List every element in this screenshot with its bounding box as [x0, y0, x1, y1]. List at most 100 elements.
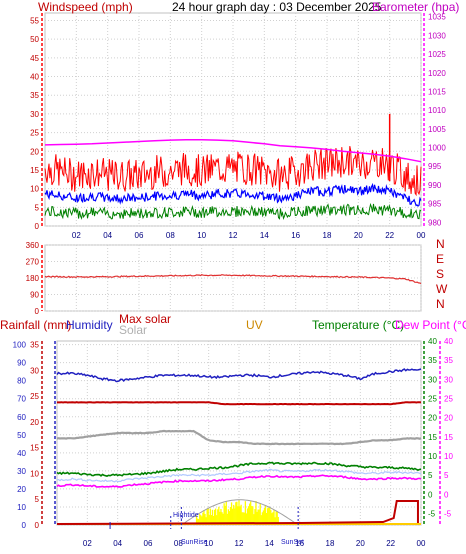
dewpoint-y-tick: 25 [444, 395, 453, 404]
baro-y-tick: 985 [428, 200, 442, 209]
rain-y-tick: 20 [30, 418, 39, 427]
avg-wind-line [44, 182, 422, 207]
humidity-y-tick: 100 [13, 341, 27, 350]
wind-x-tick: 04 [103, 231, 112, 240]
rain-y-tick: 5 [35, 495, 40, 504]
humidity-line [56, 368, 422, 383]
hightide-annotation: Hightide [173, 512, 199, 519]
legend-uv: UV [246, 318, 263, 332]
temp-y-tick: 25 [428, 395, 437, 404]
dewpoint-y-tick: 10 [444, 452, 453, 461]
wind-y-tick: 0 [35, 222, 40, 231]
max-solar-line [57, 401, 422, 406]
temperature-line [56, 461, 422, 477]
climate-x-tick: 06 [144, 539, 153, 548]
legend-max-solar: Max solar [119, 312, 171, 326]
legend-dew-point: Dew Point (°C) [395, 318, 466, 332]
dewpoint-line [56, 474, 422, 488]
baro-y-tick: 1010 [428, 106, 446, 115]
compass-label: N [436, 297, 445, 311]
wind-x-tick: 18 [323, 231, 332, 240]
baro-y-tick: 1005 [428, 125, 446, 134]
wind-x-tick: 20 [354, 231, 363, 240]
humidity-y-tick: 60 [17, 413, 26, 422]
legend-humidity: Humidity [66, 318, 113, 332]
wind-x-tick: 16 [291, 231, 300, 240]
climate-x-tick: 02 [83, 539, 92, 548]
dewpoint-y-tick: 20 [444, 414, 453, 423]
climate-x-tick: 20 [356, 539, 365, 548]
direction-y-ticks: 0 90 180 270 360 [26, 241, 40, 316]
direction-y-tick: 0 [35, 307, 40, 316]
compass-label: S [436, 267, 444, 281]
temp-y-tick: 20 [428, 414, 437, 423]
baro-y-tick: 1000 [428, 144, 446, 153]
humidity-y-tick: 80 [17, 377, 26, 386]
climate-x-tick: 08 [174, 539, 183, 548]
wind-y-tick: 55 [30, 16, 39, 25]
direction-line [44, 274, 422, 285]
wind-x-tick: 08 [166, 231, 175, 240]
temp-y-tick: 35 [428, 356, 437, 365]
temp-y-tick: 10 [428, 452, 437, 461]
compass-label: W [436, 282, 448, 296]
temp-y-tick: -5 [428, 510, 436, 519]
sunrise-annotation: SunRise [181, 539, 208, 546]
temp-y-tick: 40 [428, 337, 437, 346]
climate-x-tick: 00 [417, 539, 426, 548]
wind-x-tick: 12 [229, 231, 238, 240]
baro-y-tick: 995 [428, 162, 442, 171]
humidity-y-tick: 30 [17, 467, 26, 476]
wind-x-tick: 06 [135, 231, 144, 240]
wind-y-tick: 40 [30, 73, 39, 82]
legend-temperature: Temperature (°C) [312, 318, 404, 332]
compass-label: N [436, 237, 445, 251]
wind-y-tick: 35 [30, 91, 39, 100]
humidity-y-tick: 40 [17, 449, 26, 458]
rain-y-tick: 35 [30, 341, 39, 350]
rain-y-tick: 25 [30, 392, 39, 401]
dewpoint-y-tick: 15 [444, 433, 453, 442]
climate-x-tick: 16 [295, 539, 304, 548]
wind-y-tick: 15 [30, 166, 39, 175]
humidity-y-tick: 50 [17, 431, 26, 440]
baro-y-tick: 990 [428, 181, 442, 190]
dewpoint-y-tick: 0 [444, 490, 449, 499]
barometer-line [44, 138, 422, 163]
baro-y-tick: 1030 [428, 31, 446, 40]
direction-y-tick: 360 [26, 241, 40, 250]
temp-y-tick: 5 [428, 471, 433, 480]
humidity-y-tick: 20 [17, 485, 26, 494]
baro-axis-label: Barometer (hpa) [372, 0, 459, 14]
climate-panel: Rainfall (mm) Humidity Max solar Solar U… [0, 312, 466, 548]
direction-grid [45, 244, 422, 312]
wind-y-tick: 20 [30, 147, 39, 156]
chart-title: 24 hour graph day : 03 December 2025 [172, 0, 382, 14]
climate-x-tick: 10 [204, 539, 213, 548]
humidity-y-ticks: 0 10 20 30 40 50 60 70 80 90 100 [13, 341, 27, 530]
wind-x-tick: 02 [72, 231, 81, 240]
baro-y-tick: 1020 [428, 69, 446, 78]
dewpoint-y-tick: -5 [444, 510, 452, 519]
rain-y-tick: 0 [35, 521, 40, 530]
wind-x-tick: 14 [260, 231, 269, 240]
rain-y-tick: 30 [30, 366, 39, 375]
wind-axis-label: Windspeed (mph) [38, 0, 133, 14]
rainfall-line [56, 500, 419, 525]
direction-y-tick: 90 [30, 291, 39, 300]
wind-x-tick: 22 [385, 231, 394, 240]
baro-y-tick: 1025 [428, 50, 446, 59]
wind-y-tick: 5 [35, 203, 40, 212]
climate-x-tick: 18 [326, 539, 335, 548]
wind-y-tick: 10 [30, 185, 39, 194]
wind-y-tick: 25 [30, 129, 39, 138]
temp-y-ticks: -5 0 5 10 15 20 25 30 35 40 [428, 337, 437, 519]
dewpoint-y-ticks: -5 0 5 10 15 20 25 30 35 40 [444, 337, 453, 519]
gust-line [44, 146, 422, 197]
wind-series [44, 113, 422, 220]
direction-series [44, 274, 422, 285]
